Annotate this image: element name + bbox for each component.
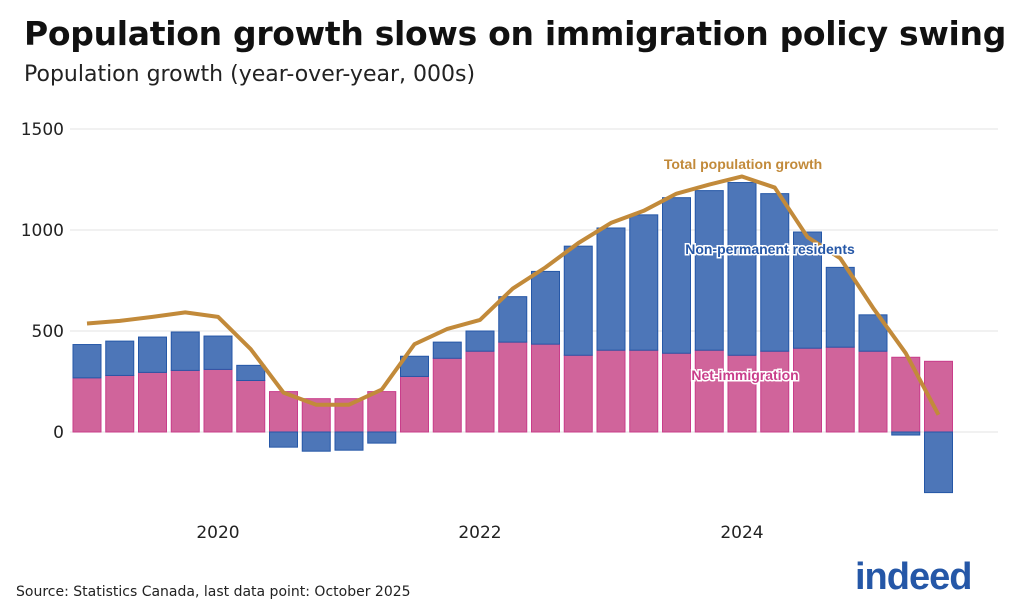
source-note: Source: Statistics Canada, last data poi…: [16, 584, 411, 600]
bar-npr: [563, 245, 593, 356]
bar-npr: [531, 270, 560, 345]
bar-net-immigration: [465, 350, 495, 433]
y-tick-label: 0: [53, 423, 64, 443]
bar-net-immigration: [105, 374, 135, 433]
bar-npr: [793, 231, 822, 349]
bar-net-immigration: [760, 350, 790, 433]
bar-npr: [170, 331, 200, 371]
bar-net-immigration: [203, 368, 233, 433]
bar-net-immigration: [662, 352, 691, 433]
bar-npr: [825, 266, 855, 348]
bar-npr: [727, 182, 757, 356]
bar-net-immigration: [400, 375, 429, 433]
y-tick-label: 500: [32, 322, 64, 342]
bar-npr: [367, 431, 397, 444]
bar-npr: [269, 431, 298, 448]
bar-npr: [334, 431, 364, 451]
bar-net-immigration: [236, 379, 266, 433]
bar-npr: [203, 335, 233, 370]
bar-net-immigration: [432, 357, 462, 433]
bar-net-immigration: [793, 347, 822, 433]
bar-net-immigration: [858, 350, 888, 433]
bar-net-immigration: [498, 341, 528, 433]
legend-npr: Non-permanent residents: [685, 241, 855, 257]
bar-npr: [694, 190, 724, 351]
bar-npr: [629, 214, 659, 351]
bar-npr: [596, 227, 626, 351]
bar-net-immigration: [367, 391, 397, 433]
legend-total: Total population growth: [664, 156, 822, 172]
x-tick-label: 2022: [458, 523, 501, 543]
bar-npr: [138, 336, 167, 373]
y-tick-label: 1000: [21, 221, 64, 241]
bar-npr: [105, 340, 135, 376]
bar-npr: [498, 296, 528, 343]
bar-npr: [662, 197, 691, 354]
bar-npr: [72, 344, 102, 379]
bar-net-immigration: [563, 354, 593, 433]
chart-subtitle: Population growth (year-over-year, 000s): [24, 62, 476, 87]
line-total-population-growth: [86, 174, 941, 416]
bar-npr: [924, 431, 953, 494]
chart-title: Population growth slows on immigration p…: [24, 14, 1007, 53]
bar-npr: [432, 341, 462, 359]
indeed-logo: indeed: [855, 556, 972, 598]
bar-net-immigration: [596, 349, 626, 433]
bar-npr: [465, 330, 495, 352]
bar-npr: [301, 431, 331, 452]
y-tick-label: 1500: [21, 120, 64, 140]
bar-net-immigration: [138, 371, 167, 433]
legend-net-immigration: Net-immigration: [691, 367, 798, 383]
bar-npr: [236, 364, 266, 381]
bar-net-immigration: [825, 346, 855, 433]
bar-net-immigration: [170, 369, 200, 433]
bar-net-immigration: [629, 349, 659, 433]
x-tick-label: 2020: [196, 523, 239, 543]
bar-npr: [891, 431, 921, 436]
bar-net-immigration: [727, 354, 757, 433]
bar-net-immigration: [72, 377, 102, 433]
bar-npr: [760, 193, 790, 352]
bar-net-immigration: [694, 349, 724, 433]
x-tick-label: 2024: [720, 523, 763, 543]
bar-net-immigration: [531, 343, 560, 433]
